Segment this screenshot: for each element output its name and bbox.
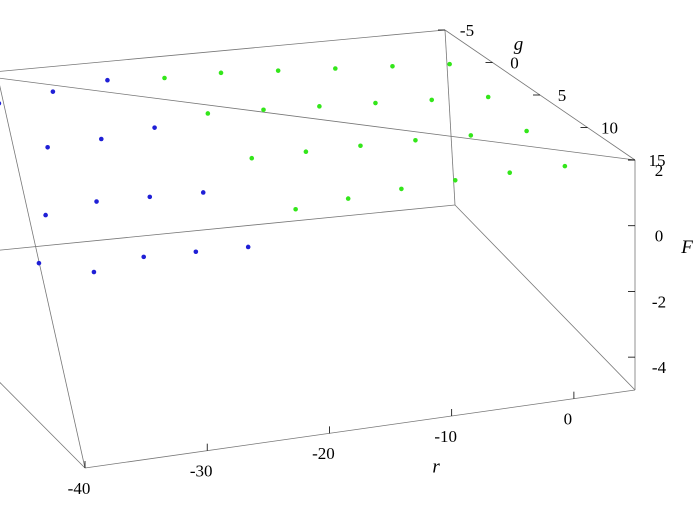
point	[452, 177, 458, 183]
box-edge	[0, 382, 86, 469]
point	[162, 75, 167, 81]
point	[0, 101, 2, 106]
point	[303, 149, 309, 155]
point	[413, 138, 418, 143]
point	[447, 61, 452, 67]
point	[94, 199, 99, 204]
x-axis-label: r	[432, 457, 440, 478]
x-tick-label: -10	[434, 427, 457, 446]
z-tick-label: -4	[652, 358, 667, 377]
point	[245, 244, 251, 250]
z-tick-label: -2	[652, 292, 666, 311]
points	[0, 61, 568, 275]
x-tick-label: 0	[564, 410, 573, 429]
y-axis-label: g	[514, 34, 524, 55]
z-axis-label: F	[680, 237, 693, 258]
point	[317, 104, 322, 109]
point	[147, 194, 153, 200]
y-tick-label: 5	[558, 86, 567, 105]
point	[152, 125, 157, 130]
point	[429, 97, 435, 103]
point	[36, 260, 42, 266]
point	[193, 249, 199, 255]
point	[45, 144, 50, 150]
point	[205, 111, 211, 116]
box	[0, 29, 636, 469]
point	[43, 212, 48, 218]
point	[507, 170, 513, 175]
point	[91, 269, 97, 275]
point	[218, 70, 224, 76]
point	[333, 66, 338, 71]
x-tick-label: -30	[190, 462, 213, 481]
point	[562, 163, 568, 169]
box-edge	[0, 204, 456, 251]
box-edge	[0, 29, 446, 72]
z-tick-label: 0	[655, 227, 664, 246]
point	[373, 100, 378, 106]
x-tick-label: -40	[68, 479, 91, 498]
x-tick-label: -20	[312, 444, 335, 463]
point	[293, 206, 298, 212]
point	[345, 196, 351, 201]
point	[249, 155, 255, 161]
y-tick-label: 0	[510, 53, 519, 72]
box-edge	[0, 77, 636, 161]
point	[141, 254, 147, 260]
point	[105, 77, 110, 83]
point	[200, 190, 206, 195]
y-tick-label: 10	[601, 118, 618, 137]
point	[358, 143, 363, 149]
point	[275, 68, 281, 73]
box-edge	[444, 29, 456, 206]
box-edge	[454, 204, 636, 391]
box-edge	[0, 85, 86, 469]
box-edge	[84, 389, 636, 469]
point	[524, 128, 529, 134]
y-tick-label: 15	[649, 151, 666, 170]
point	[98, 136, 104, 142]
point	[50, 89, 56, 94]
point	[390, 64, 395, 69]
point	[399, 186, 404, 192]
point	[468, 133, 474, 138]
point	[261, 107, 266, 113]
point	[485, 94, 491, 100]
y-tick-label: -5	[460, 21, 474, 40]
z-tick-label: 2	[655, 161, 664, 180]
